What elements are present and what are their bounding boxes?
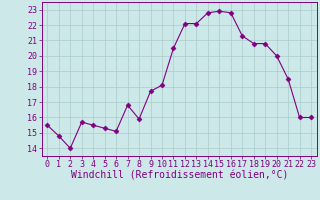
X-axis label: Windchill (Refroidissement éolien,°C): Windchill (Refroidissement éolien,°C): [70, 171, 288, 181]
